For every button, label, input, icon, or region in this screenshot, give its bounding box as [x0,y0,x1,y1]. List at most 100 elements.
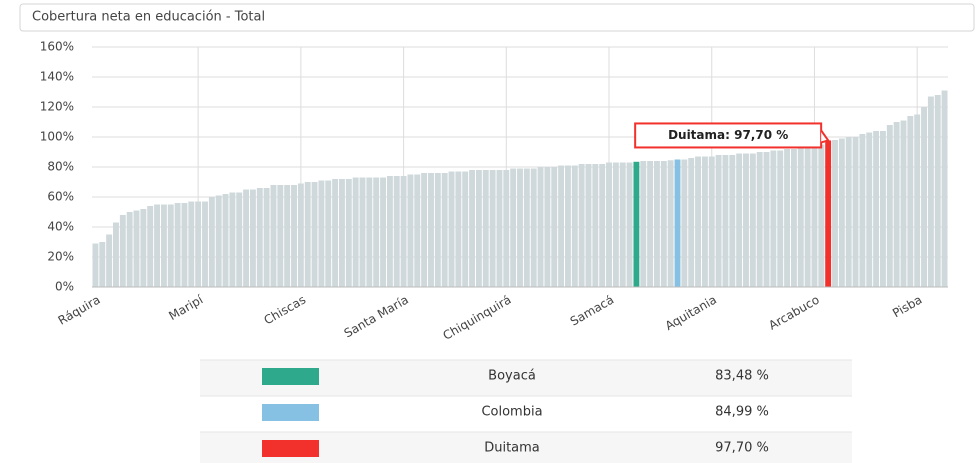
bar [195,201,202,287]
bar [722,155,729,287]
legend-swatch [262,404,319,421]
bar [373,177,380,287]
y-tick-label: 100% [40,130,74,144]
bar [886,125,893,287]
bar [941,90,948,287]
legend-name: Colombia [481,405,542,420]
bar [818,144,825,287]
bar [859,134,866,287]
bar [660,161,667,287]
bar [626,162,633,287]
bar [612,162,619,287]
bar [291,185,297,287]
bar [695,156,701,287]
bar [544,167,551,287]
bar [455,171,462,287]
bar [606,162,612,287]
bar [181,203,188,287]
bar [133,210,140,287]
x-tick-label: Pisba [890,293,924,321]
bar [140,209,147,287]
bar [147,206,154,287]
bar [825,140,832,287]
bar [523,168,530,287]
y-tick-label: 0% [55,280,74,294]
bar [640,161,647,287]
x-tick-label: Arcabuco [766,293,821,333]
chart-title: Cobertura neta en educación - Total [32,10,265,25]
bar [503,170,510,287]
bar [318,180,325,287]
legend-name: Boyacá [488,369,536,384]
bar [441,173,448,287]
bar [756,152,763,287]
bar [297,183,304,287]
x-tick-label: Samacá [568,293,617,329]
bar [907,116,914,287]
bar [537,167,544,287]
bar [428,173,434,287]
bar [647,161,654,287]
bar [263,188,270,287]
bar [352,177,359,287]
bar [119,215,126,287]
y-tick-label: 120% [40,100,74,114]
bar [743,153,749,287]
bar [749,153,756,287]
bar [811,146,818,287]
bar [249,189,256,287]
bar [448,171,455,287]
bar [325,180,332,287]
bar [332,179,339,287]
x-tick-label: Aquitania [663,293,719,334]
bar [345,179,352,287]
bar [243,189,250,287]
bar [708,156,715,287]
bar [311,182,318,287]
bar [578,164,585,287]
bar [482,170,489,287]
bar [393,176,400,287]
bar [592,164,599,287]
bar [304,182,311,287]
bar [845,137,852,287]
bar [564,165,571,287]
bar [202,201,208,287]
bar [715,155,722,287]
bar [256,188,263,287]
bar [551,167,558,287]
bar [421,173,428,287]
bar [674,159,681,287]
y-tick-label: 80% [47,160,74,174]
bar [270,185,277,287]
bar [797,147,804,287]
bar [914,114,921,287]
bar [469,170,476,287]
bar [654,161,660,287]
bar [229,192,236,287]
bar [777,150,784,287]
y-tick-label: 160% [40,40,74,54]
bar [921,107,927,287]
bar [804,147,811,287]
bar [167,204,174,287]
x-tick-label: Chiscas [261,293,308,328]
x-tick-label: Ráquira [56,293,103,328]
bar [160,204,167,287]
bar [571,165,578,287]
bar [893,122,900,287]
bar [359,177,366,287]
bar [838,138,845,287]
bar [475,170,482,287]
bar [99,242,106,287]
x-tick-label: Santa María [342,293,411,341]
legend-value: 83,48 % [715,369,769,384]
bar [222,194,229,287]
bar [866,132,873,287]
bar [236,192,243,287]
bar [667,160,674,287]
bar [400,176,407,287]
bar [530,168,537,287]
bar [599,164,606,287]
y-tick-label: 140% [40,70,74,84]
